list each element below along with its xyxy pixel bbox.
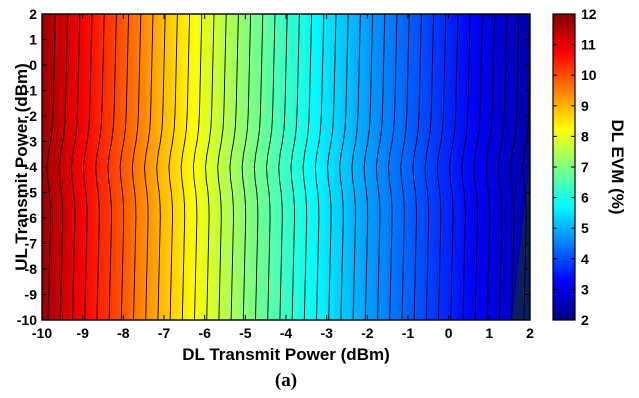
colorbar-tick-label: 4 <box>581 251 589 267</box>
y-tick-label: 2 <box>29 6 37 22</box>
y-axis-ticks: 2 1 0 -1 -2 -3 -4 -5 -6 -7 -8 -9 -10 <box>17 6 530 328</box>
contour-line <box>70 14 81 320</box>
colorbar-tick-label: 7 <box>581 159 589 175</box>
x-tick-label: -10 <box>32 325 52 341</box>
x-tick-label: 0 <box>445 325 453 341</box>
contour-line <box>485 14 496 320</box>
contour-line <box>217 14 227 320</box>
contour-line <box>131 14 142 320</box>
x-tick-label: -6 <box>198 325 211 341</box>
x-axis-label: DL Transmit Power (dBm) <box>182 345 390 364</box>
colorbar-tick-label: 3 <box>581 281 589 297</box>
y-tick-label: -2 <box>25 108 38 124</box>
y-tick-label: -10 <box>17 312 37 328</box>
figure-caption: (a) <box>275 370 297 391</box>
x-tick-label: -9 <box>76 325 89 341</box>
x-tick-label: -2 <box>361 325 374 341</box>
colorbar-tick-label: 9 <box>581 98 589 114</box>
colorbar-label: DL EVM (%) <box>608 119 627 214</box>
contour-line <box>473 14 483 320</box>
contour-line <box>327 14 337 320</box>
colorbar-tick-label: 12 <box>581 6 597 22</box>
contour-line <box>83 14 93 320</box>
plot-area <box>41 13 531 321</box>
contour-line <box>180 14 191 320</box>
y-tick-label: -8 <box>25 261 38 277</box>
x-axis-ticks: -10 -9 -8 -7 -6 -5 -4 -3 -2 -1 0 1 2 <box>32 14 534 341</box>
contour-line <box>400 14 410 320</box>
contour-line <box>351 14 361 320</box>
contour-lines <box>46 14 530 320</box>
x-tick-label: -3 <box>320 325 333 341</box>
y-tick-label: -1 <box>25 83 38 99</box>
y-tick-label: -5 <box>25 185 38 201</box>
contour-line <box>290 14 300 320</box>
contour-line <box>363 14 374 320</box>
colorbar-tick-label: 2 <box>581 312 589 328</box>
y-axis-label: UL Transmit Power (dBm) <box>12 63 31 271</box>
colorbar-tick-label: 8 <box>581 128 589 144</box>
contour-line <box>192 14 203 320</box>
contour-line <box>497 14 508 320</box>
x-tick-label: 2 <box>526 325 534 341</box>
contour-line <box>156 14 166 320</box>
x-tick-label: -1 <box>402 325 415 341</box>
contour-line <box>95 14 105 320</box>
contour-line <box>168 14 178 320</box>
contour-line <box>205 14 215 320</box>
contour-line <box>229 14 239 320</box>
x-tick-label: -8 <box>117 325 130 341</box>
contour-line <box>424 14 435 320</box>
contour-line <box>266 14 276 320</box>
y-tick-label: -7 <box>25 236 38 252</box>
x-tick-label: 1 <box>485 325 493 341</box>
y-tick-label: -4 <box>25 159 38 175</box>
colorbar-tick-label: 11 <box>581 37 596 53</box>
contour-line <box>461 14 471 320</box>
colorbar-ticks: 12 11 10 9 8 7 6 5 4 3 2 <box>553 6 597 328</box>
colorbar-tick-label: 6 <box>581 190 589 206</box>
contour-line <box>278 14 288 320</box>
contour-line <box>58 14 69 320</box>
contour-line <box>314 14 325 320</box>
y-tick-label: -6 <box>25 210 38 226</box>
contour-line <box>119 14 130 320</box>
contour-line <box>241 14 252 320</box>
x-tick-label: -5 <box>239 325 252 341</box>
contour-line <box>144 14 154 320</box>
contour-line <box>302 14 313 320</box>
contour-line <box>375 14 386 320</box>
x-tick-label: -4 <box>280 325 293 341</box>
colorbar-tick-label: 5 <box>581 220 589 236</box>
y-tick-label: 1 <box>29 32 37 48</box>
contour-line <box>436 14 447 320</box>
contour-line <box>449 14 459 320</box>
contour-line <box>510 14 520 320</box>
colorbar: 12 11 10 9 8 7 6 5 4 3 2 <box>552 6 597 328</box>
contour-line <box>388 14 398 320</box>
y-tick-label: -3 <box>25 134 38 150</box>
contour-line <box>253 14 264 320</box>
contour-line <box>107 14 117 320</box>
colorbar-tick-label: 10 <box>581 67 597 83</box>
contour-line <box>412 14 422 320</box>
y-tick-label: -9 <box>25 287 38 303</box>
x-tick-label: -7 <box>158 325 171 341</box>
colorbar-fill <box>553 14 575 320</box>
contour-line <box>339 14 349 320</box>
y-tick-label: 0 <box>29 57 37 73</box>
